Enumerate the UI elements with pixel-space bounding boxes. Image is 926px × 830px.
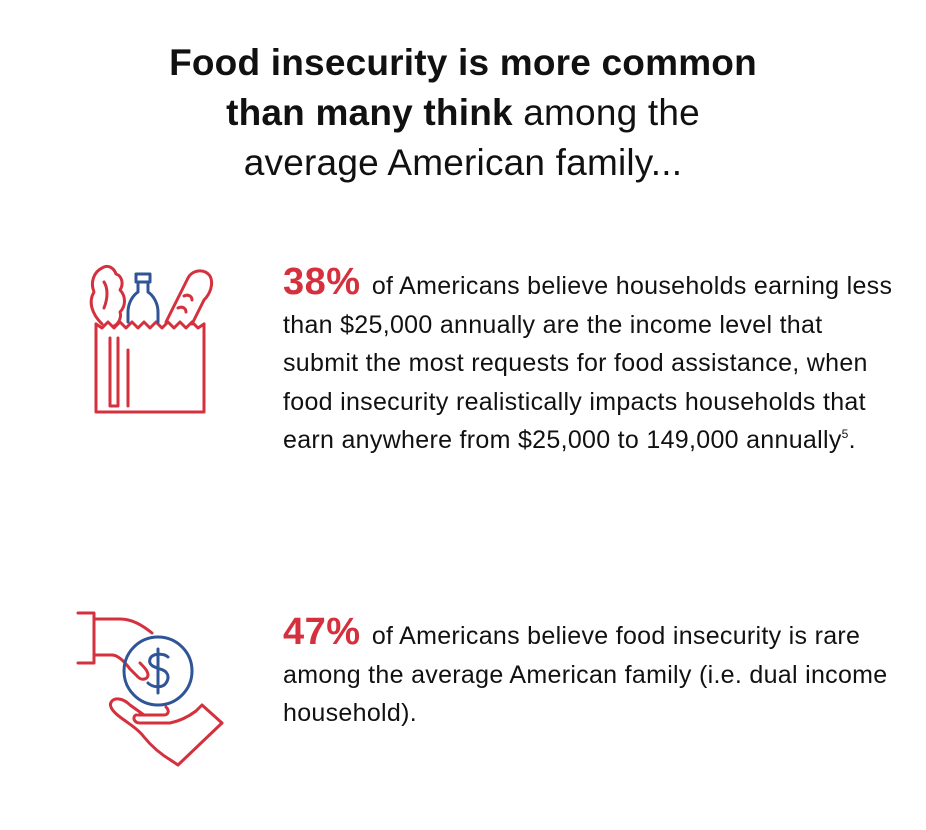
fact-text: of Americans believe food insecurity is … [283, 622, 888, 728]
footnote-marker: 5 [841, 427, 849, 442]
fact-end: . [848, 426, 856, 455]
headline-normal-2: among the [512, 92, 700, 133]
headline-line-3: average American family... [40, 138, 886, 188]
fact-text: of Americans believe households earning … [283, 272, 893, 455]
fact-stat: 38% [283, 261, 361, 303]
headline-normal-3: average American family... [243, 142, 683, 183]
headline-bold-2: than many think [226, 92, 513, 133]
fact-rarity: 47% of Americans believe food insecurity… [283, 613, 893, 733]
headline: Food insecurity is more common than many… [40, 38, 886, 188]
grocery-bag-icon [89, 264, 214, 414]
fact-income: 38% of Americans believe households earn… [283, 263, 893, 460]
headline-bold-1: Food insecurity is more common [169, 42, 757, 83]
headline-line-2: than many think among the [40, 88, 886, 138]
headline-line-1: Food insecurity is more common [40, 38, 886, 88]
hand-giving-money-icon [76, 611, 224, 767]
fact-stat: 47% [283, 611, 361, 653]
